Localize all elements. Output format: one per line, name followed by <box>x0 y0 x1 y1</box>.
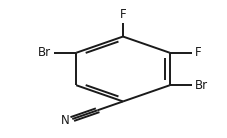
Text: F: F <box>119 8 126 21</box>
Text: F: F <box>194 46 201 59</box>
Text: Br: Br <box>194 79 207 92</box>
Text: N: N <box>60 114 69 127</box>
Text: Br: Br <box>38 46 51 59</box>
